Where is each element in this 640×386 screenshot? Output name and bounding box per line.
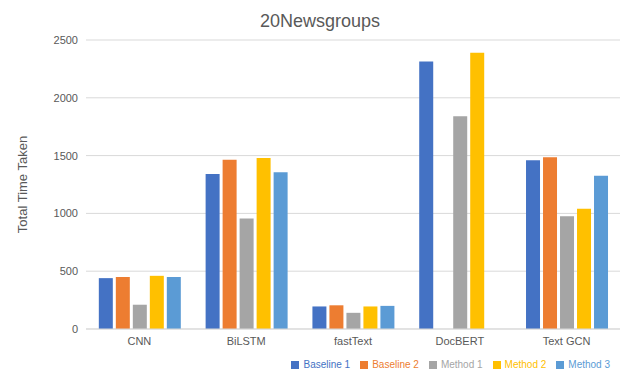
svg-text:1000: 1000: [54, 207, 78, 219]
svg-text:BiLSTM: BiLSTM: [227, 335, 266, 347]
svg-text:0: 0: [72, 323, 78, 335]
html-text:Baseline 2: Baseline 2: [372, 359, 419, 370]
html-text:20Newsgroups: 20Newsgroups: [260, 11, 380, 31]
svg-text:Total Time Taken: Total Time Taken: [15, 136, 30, 233]
html-text:Method 3: Method 3: [568, 359, 610, 370]
svg-text:2000: 2000: [54, 92, 78, 104]
svg-text:1500: 1500: [54, 150, 78, 162]
html-text:Method 1: Method 1: [440, 359, 483, 370]
svg-text:CNN: CNN: [127, 335, 151, 347]
svg-text:DocBERT: DocBERT: [435, 335, 484, 347]
svg-text:fastText: fastText: [334, 335, 372, 347]
svg-text:500: 500: [60, 265, 78, 277]
svg-text:Text GCN: Text GCN: [543, 335, 591, 347]
svg-text:2500: 2500: [54, 34, 78, 46]
html-text:Method 2: Method 2: [504, 359, 547, 370]
html-text:Baseline 1: Baseline 1: [303, 359, 351, 370]
